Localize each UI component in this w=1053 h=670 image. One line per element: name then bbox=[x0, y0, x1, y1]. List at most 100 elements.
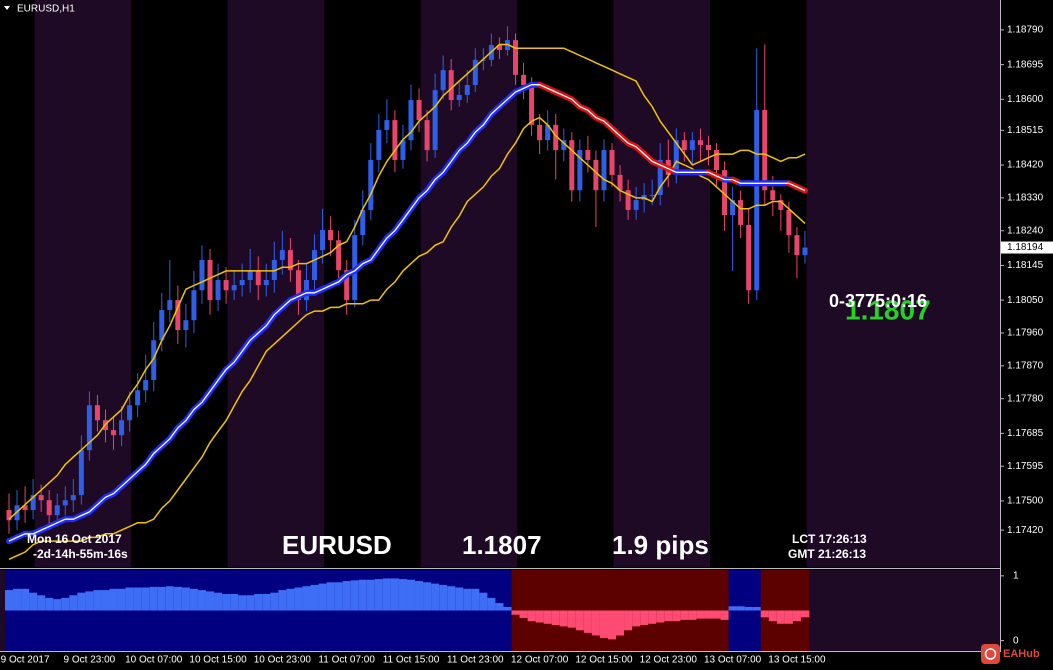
candle-body bbox=[94, 405, 100, 421]
signal-bar bbox=[415, 581, 424, 611]
signal-bar bbox=[583, 610, 593, 633]
candle-body bbox=[30, 495, 36, 511]
y-tick-label: 1.18695 bbox=[1007, 59, 1044, 70]
price-chart bbox=[6, 0, 1000, 567]
candle-body bbox=[46, 500, 52, 516]
candle-body bbox=[440, 70, 446, 91]
signal-bar bbox=[672, 610, 681, 622]
signal-bar bbox=[45, 597, 54, 611]
y-tick-label: 1.18515 bbox=[1007, 125, 1044, 136]
signal-bar bbox=[77, 592, 86, 611]
signal-bar bbox=[447, 586, 456, 611]
signal-bar bbox=[535, 610, 544, 623]
signal-bar bbox=[511, 610, 520, 615]
candle-body bbox=[633, 200, 639, 210]
candle-body bbox=[263, 280, 269, 286]
signal-bar bbox=[599, 610, 609, 639]
candle-body bbox=[673, 140, 679, 175]
candle-body bbox=[714, 150, 720, 171]
y-tick-label: 1.18330 bbox=[1007, 193, 1044, 204]
candle-body bbox=[295, 270, 301, 301]
candle-body bbox=[111, 430, 117, 436]
signal-bar bbox=[688, 610, 697, 620]
signal-bar bbox=[664, 610, 673, 622]
candle-body bbox=[312, 250, 318, 281]
candle-body bbox=[231, 285, 237, 291]
signal-bar bbox=[286, 588, 295, 611]
y-tick-label: 1.17780 bbox=[1007, 393, 1044, 404]
candle-body bbox=[78, 450, 84, 496]
candle-body bbox=[537, 124, 543, 141]
signal-bar bbox=[680, 610, 689, 620]
candle-body bbox=[159, 309, 165, 341]
logo-icon bbox=[981, 644, 1000, 664]
y-tick-label: 1.18240 bbox=[1007, 225, 1044, 236]
signal-bar bbox=[189, 588, 199, 611]
candle-body bbox=[38, 495, 44, 501]
signal-bar bbox=[4, 590, 14, 611]
signal-bar bbox=[21, 588, 30, 611]
logo-text: EAHub bbox=[1003, 648, 1040, 660]
signal-bar bbox=[318, 583, 327, 611]
candle-body bbox=[561, 140, 567, 151]
window-menu[interactable] bbox=[4, 6, 10, 10]
signal-bar bbox=[390, 578, 400, 611]
candle-body bbox=[416, 100, 422, 121]
signal-bar bbox=[656, 610, 665, 623]
candle-body bbox=[127, 405, 133, 421]
signal-bar bbox=[455, 587, 464, 611]
signal-bar bbox=[93, 590, 102, 611]
candle-body bbox=[722, 170, 728, 216]
signal-bar bbox=[366, 579, 376, 611]
x-tick-label: 11 Oct 23:00 bbox=[447, 655, 504, 666]
session-stripe bbox=[613, 0, 711, 567]
timer: 0-3775:0:16 bbox=[829, 291, 927, 311]
signal-bar bbox=[262, 593, 271, 611]
candle-body bbox=[175, 300, 181, 331]
candle-body bbox=[754, 109, 760, 291]
server-date: Mon 16 Oct 2017 bbox=[27, 532, 122, 546]
signal-bar bbox=[463, 588, 472, 611]
signal-bar bbox=[632, 610, 641, 627]
candle-body bbox=[6, 510, 12, 521]
y-tick-label: 1.18145 bbox=[1007, 260, 1044, 271]
signal-bar bbox=[13, 588, 22, 611]
signal-bar bbox=[29, 592, 38, 611]
y-tick-label: 1 bbox=[1013, 570, 1019, 581]
x-tick-label: 9 Oct 2017 bbox=[1, 655, 50, 666]
candle-body bbox=[54, 505, 60, 516]
signal-bar bbox=[69, 595, 78, 611]
signal-bar bbox=[784, 610, 794, 624]
x-tick-label: 13 Oct 15:00 bbox=[768, 655, 826, 666]
candle-body bbox=[368, 159, 374, 210]
candle-body bbox=[448, 70, 454, 101]
signal-bar bbox=[238, 595, 247, 611]
signal-bar bbox=[543, 610, 552, 624]
x-tick-label: 13 Oct 07:00 bbox=[704, 655, 762, 666]
candle-body bbox=[22, 505, 28, 511]
signal-bar bbox=[141, 587, 150, 611]
candle-body bbox=[496, 44, 502, 51]
candle-body bbox=[135, 390, 141, 406]
candle-body bbox=[770, 190, 776, 201]
candle-body bbox=[287, 250, 293, 271]
candle-body bbox=[657, 159, 663, 195]
signal-bar bbox=[181, 587, 191, 611]
signal-bar bbox=[575, 610, 585, 631]
candle-body bbox=[376, 129, 382, 160]
signal-bar bbox=[326, 582, 335, 611]
signal-bar bbox=[350, 580, 360, 611]
y-tick-label: 1.17500 bbox=[1007, 496, 1044, 507]
signal-bar bbox=[157, 586, 167, 611]
candle-body bbox=[62, 500, 68, 506]
candle-body bbox=[424, 120, 430, 151]
signal-bar bbox=[495, 603, 504, 611]
candle-body bbox=[553, 124, 559, 151]
signal-bar bbox=[551, 610, 561, 626]
candle-body bbox=[432, 90, 438, 151]
candle-body bbox=[746, 224, 752, 291]
candle-body bbox=[617, 174, 623, 191]
x-tick-label: 12 Oct 15:00 bbox=[575, 655, 633, 666]
signal-bar bbox=[736, 606, 745, 611]
symbol: EURUSD bbox=[282, 530, 392, 560]
